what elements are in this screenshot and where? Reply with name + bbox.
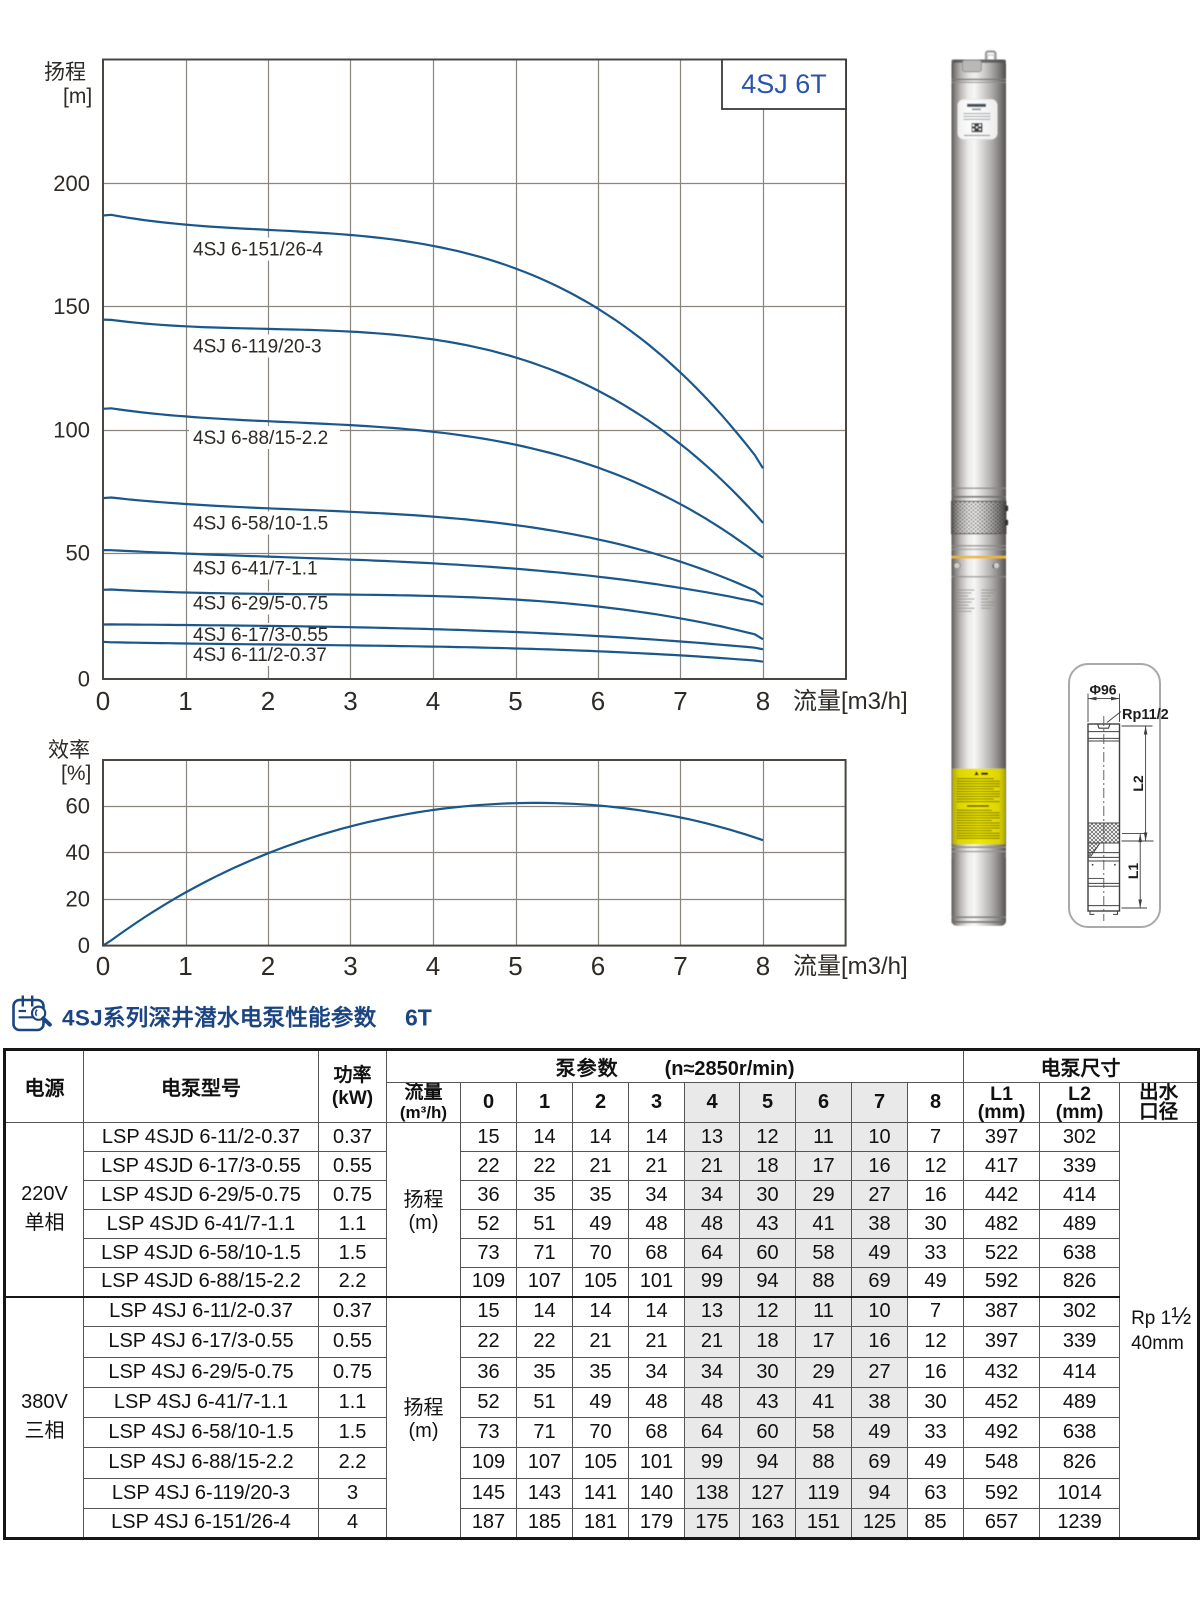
svg-text:7: 7 (673, 686, 687, 716)
svg-text:1: 1 (178, 686, 192, 716)
svg-text:6: 6 (591, 951, 605, 981)
svg-text:6: 6 (591, 686, 605, 716)
svg-text:3: 3 (343, 951, 357, 981)
svg-text:8: 8 (756, 951, 770, 981)
svg-text:5: 5 (508, 686, 522, 716)
svg-text:4SJ 6-58/10-1.5: 4SJ 6-58/10-1.5 (193, 514, 328, 535)
svg-text:4SJ 6-17/3-0.55: 4SJ 6-17/3-0.55 (193, 625, 328, 646)
svg-text:[%]: [%] (61, 762, 91, 785)
svg-text:L1: L1 (1125, 863, 1141, 880)
svg-text:6T: 6T (405, 1005, 432, 1031)
svg-text:4SJ 6-88/15-2.2: 4SJ 6-88/15-2.2 (193, 428, 328, 449)
svg-text:4SJ 6-41/7-1.1: 4SJ 6-41/7-1.1 (193, 559, 318, 580)
svg-text:L2: L2 (1130, 775, 1146, 792)
svg-text:2: 2 (261, 686, 275, 716)
svg-text:4SJ系列深井潜水电泵性能参数: 4SJ系列深井潜水电泵性能参数 (62, 1005, 377, 1031)
svg-text:0: 0 (78, 933, 90, 958)
svg-text:0: 0 (96, 686, 110, 716)
svg-text:7: 7 (673, 951, 687, 981)
svg-text:Φ96: Φ96 (1089, 682, 1116, 698)
svg-text:60: 60 (66, 794, 90, 819)
svg-text:200: 200 (53, 171, 90, 196)
svg-text:Rp11/2: Rp11/2 (1122, 707, 1169, 723)
svg-text:流量[m3/h]: 流量[m3/h] (793, 953, 908, 980)
svg-text:150: 150 (53, 294, 90, 319)
svg-text:20: 20 (66, 887, 90, 912)
svg-text:4SJ 6T: 4SJ 6T (741, 69, 827, 99)
svg-text:4: 4 (426, 951, 440, 981)
svg-text:40: 40 (66, 840, 90, 865)
svg-text:50: 50 (66, 541, 90, 566)
svg-text:流量[m3/h]: 流量[m3/h] (793, 688, 908, 715)
svg-text:3: 3 (343, 686, 357, 716)
svg-text:[m]: [m] (63, 85, 92, 108)
svg-text:2: 2 (261, 951, 275, 981)
svg-text:8: 8 (756, 686, 770, 716)
svg-text:4: 4 (426, 686, 440, 716)
svg-text:100: 100 (53, 417, 90, 442)
svg-text:5: 5 (508, 951, 522, 981)
svg-text:4SJ 6-11/2-0.37: 4SJ 6-11/2-0.37 (193, 645, 327, 666)
svg-text:扬程: 扬程 (44, 61, 86, 84)
svg-text:1: 1 (178, 951, 192, 981)
svg-text:4SJ 6-29/5-0.75: 4SJ 6-29/5-0.75 (193, 594, 328, 615)
svg-text:0: 0 (78, 667, 90, 692)
svg-text:效率: 效率 (48, 739, 90, 762)
svg-text:0: 0 (96, 951, 110, 981)
svg-text:4SJ 6-151/26-4: 4SJ 6-151/26-4 (193, 240, 323, 261)
svg-text:4SJ 6-119/20-3: 4SJ 6-119/20-3 (193, 337, 322, 358)
